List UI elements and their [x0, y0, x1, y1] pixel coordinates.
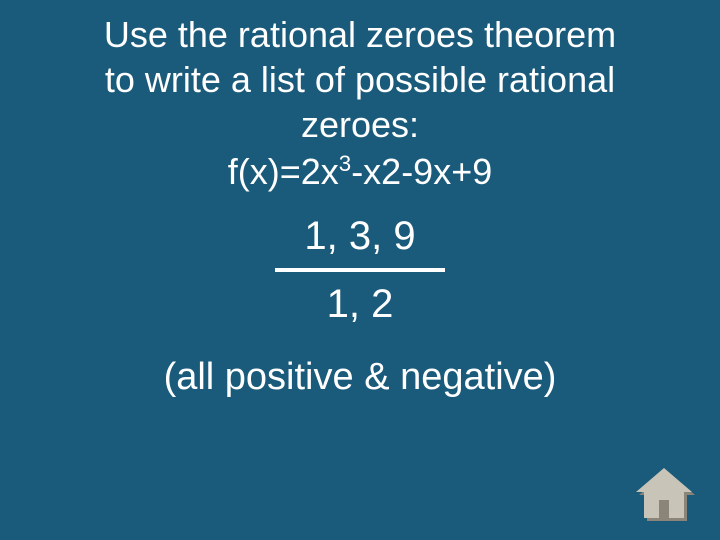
fraction-denominator: 1, 2 [327, 278, 394, 328]
formula-exponent: 3 [339, 151, 351, 176]
question-text: Use the rational zeroes theorem to write… [0, 12, 720, 147]
fraction-numerator: 1, 3, 9 [304, 212, 415, 266]
question-line-1: Use the rational zeroes theorem [104, 14, 616, 55]
slide: Use the rational zeroes theorem to write… [0, 0, 720, 540]
formula-prefix: f(x)=2x [228, 151, 339, 192]
note-text: (all positive & negative) [0, 356, 720, 399]
fraction-block: 1, 3, 9 1, 2 [0, 212, 720, 328]
question-line-3: zeroes: [301, 104, 419, 145]
home-icon [634, 466, 698, 524]
fraction-line [275, 268, 445, 272]
home-button[interactable] [634, 466, 698, 524]
question-line-2: to write a list of possible rational [105, 59, 615, 100]
formula-text: f(x)=2x3-x2-9x+9 [0, 149, 720, 194]
formula-suffix: -x2-9x+9 [351, 151, 492, 192]
